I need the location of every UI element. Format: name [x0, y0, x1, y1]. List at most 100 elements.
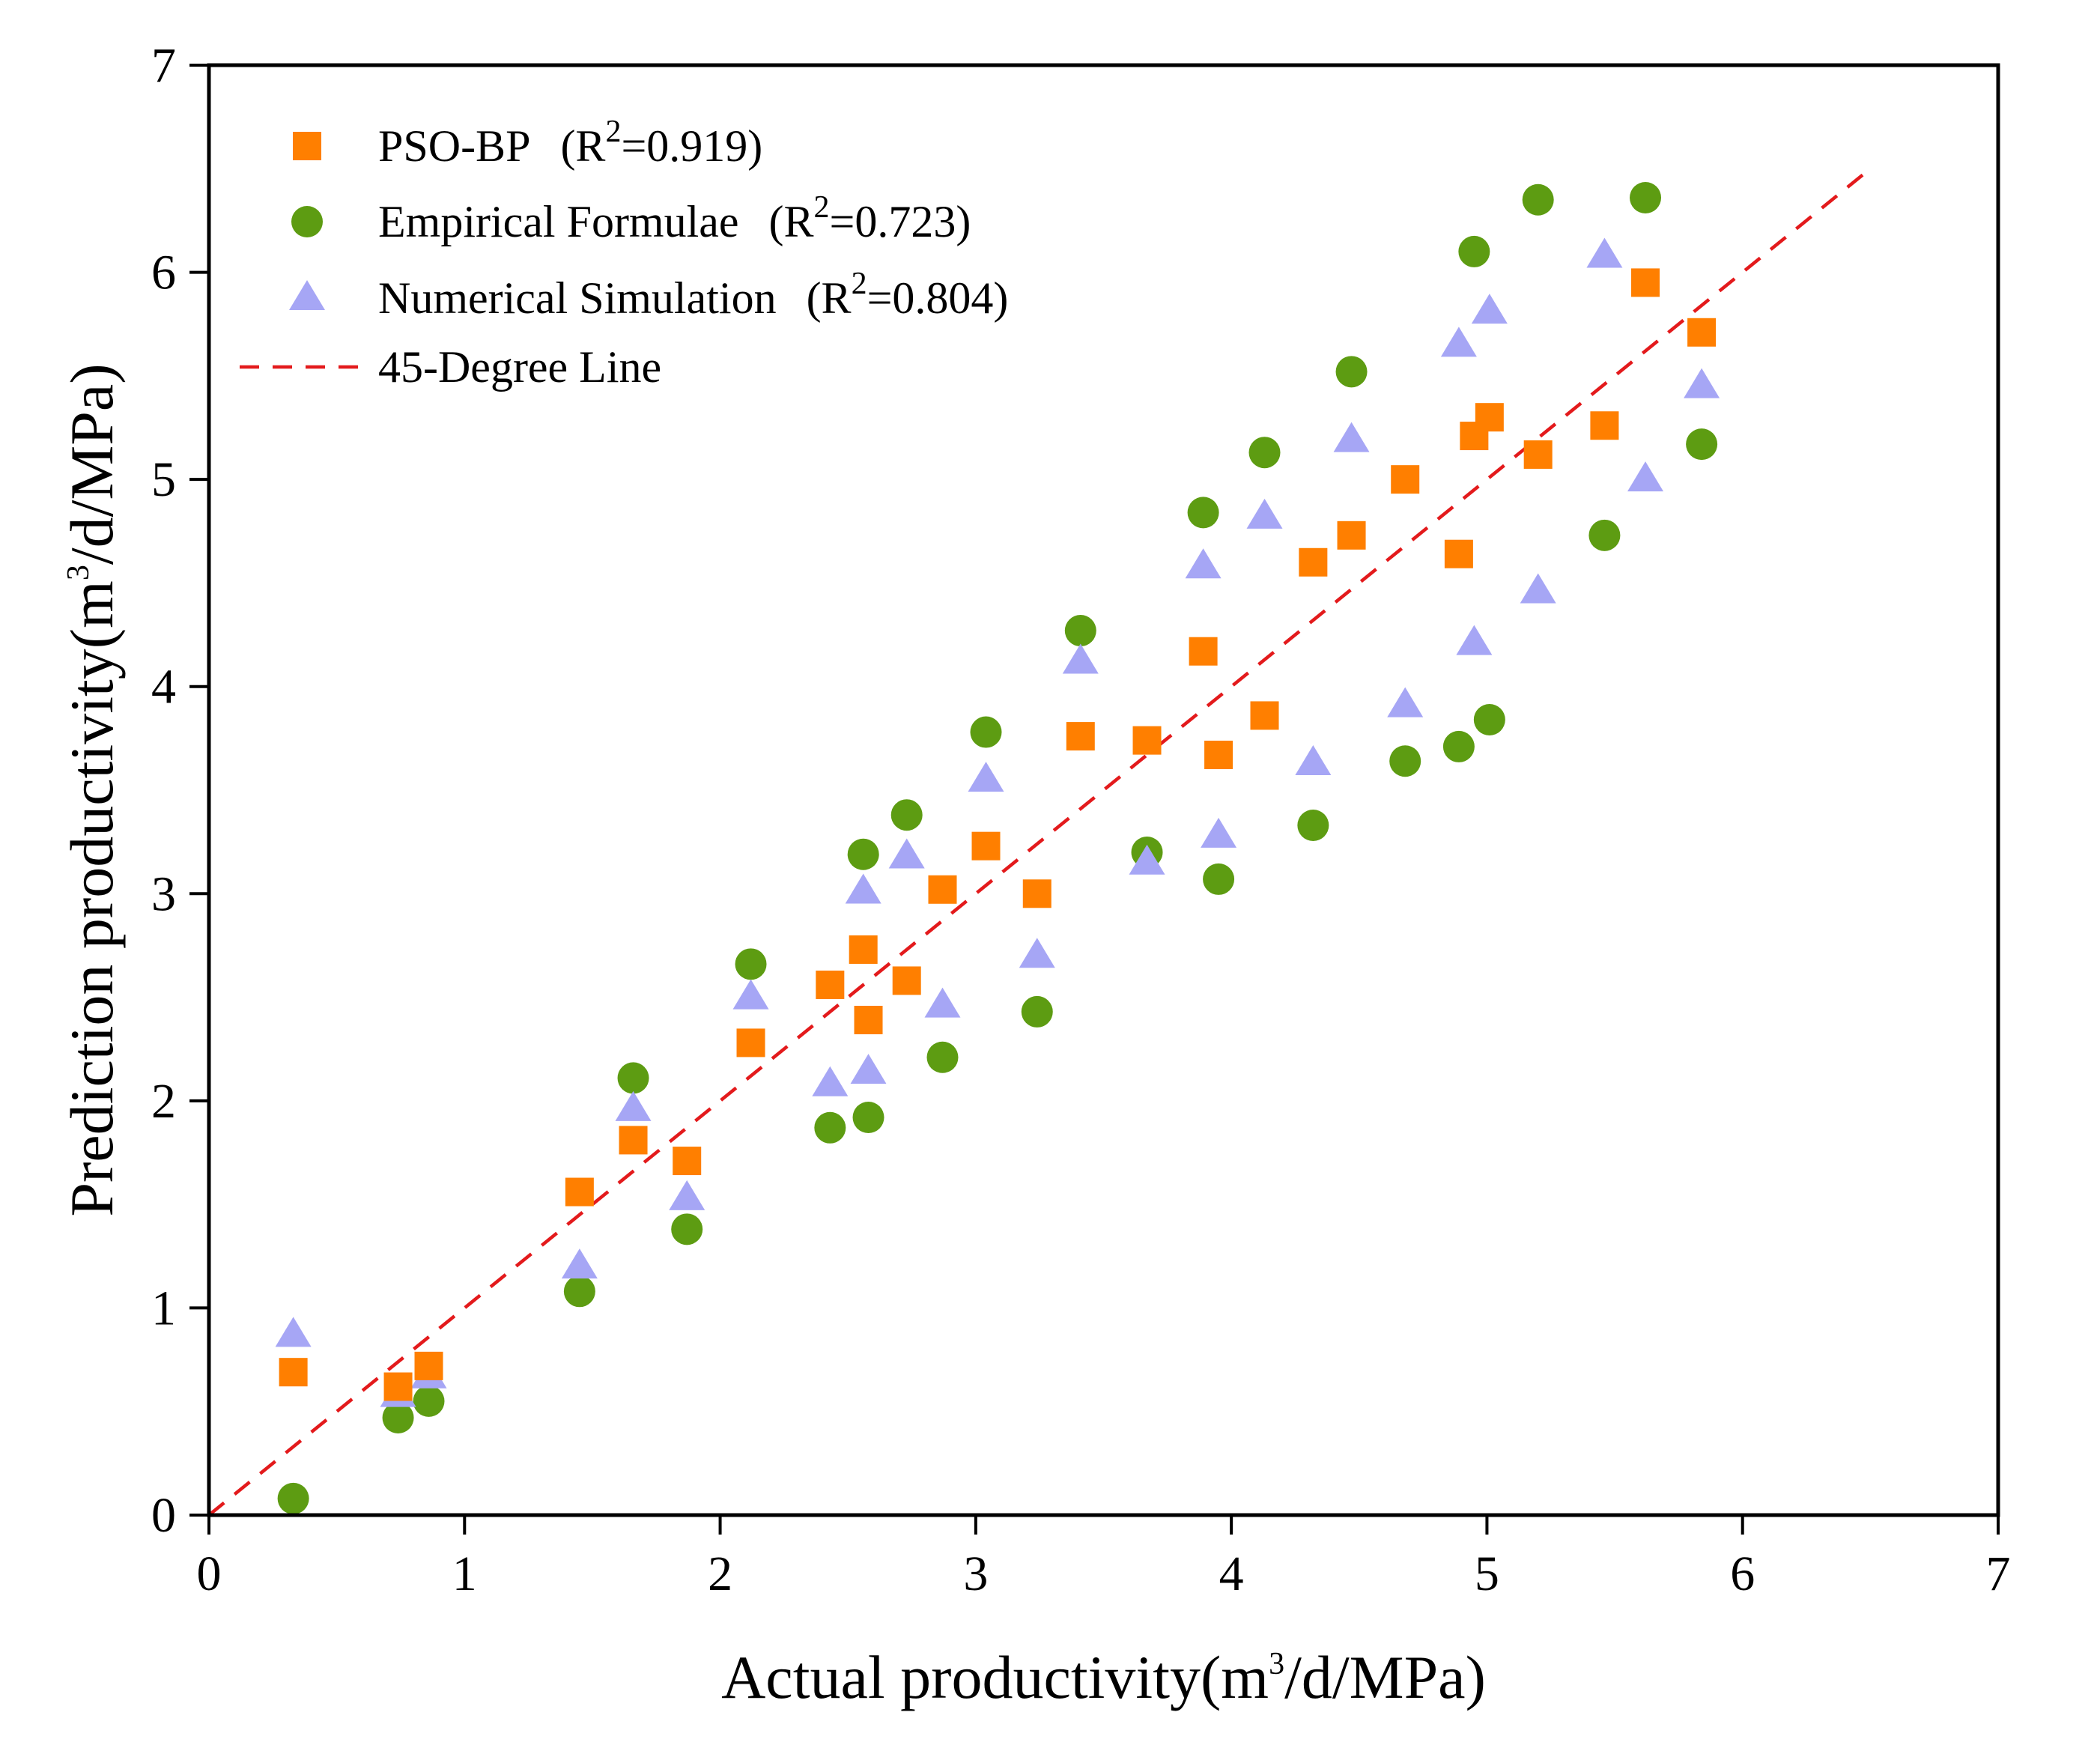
data-point: [1189, 637, 1218, 666]
data-point: [413, 1385, 445, 1417]
data-point: [1185, 548, 1222, 579]
data-point: [1456, 625, 1493, 655]
data-point: [1687, 318, 1717, 347]
data-point: [673, 1147, 702, 1176]
data-point: [1387, 687, 1424, 717]
data-point: [671, 1213, 703, 1245]
data-point: [1588, 519, 1621, 551]
data-point: [1019, 938, 1055, 968]
data-point: [732, 979, 769, 1010]
data-point: [1201, 817, 1237, 848]
y-axis-title: Prediction productivity(m3/d/MPa): [58, 363, 126, 1216]
legend-label-45-degree-line: 45-Degree Line: [378, 342, 661, 392]
data-point: [1684, 368, 1720, 398]
reference-line-45-degree: [207, 167, 1872, 1517]
legend-marker-numerical-simulation: [289, 280, 325, 310]
legend-label-empirical-formulae: Empirical Formulae (R2=0.723): [378, 190, 971, 246]
data-point: [1021, 995, 1053, 1028]
data-point: [1471, 294, 1508, 324]
y-tick-label: 7: [151, 38, 176, 93]
data-point: [615, 1090, 652, 1121]
x-tick-label: 3: [963, 1547, 988, 1601]
data-point: [1520, 573, 1556, 604]
data-point: [890, 799, 923, 831]
data-point: [1631, 268, 1660, 297]
data-point: [928, 875, 957, 904]
data-point: [852, 1101, 884, 1133]
data-point: [1246, 498, 1283, 529]
x-tick-label: 6: [1730, 1547, 1755, 1601]
data-point: [736, 1028, 765, 1057]
y-axis: 0 1 2 3 4 5 6 7: [151, 38, 209, 1543]
data-point: [847, 838, 879, 870]
data-point: [926, 1041, 959, 1073]
y-tick-label: 3: [151, 867, 176, 921]
legend: PSO-BP (R2=0.919) Empirical Formulae (R2=0…: [240, 115, 1008, 392]
data-point: [382, 1402, 414, 1434]
data-point: [892, 966, 921, 995]
data-point: [845, 873, 881, 904]
data-point: [1391, 465, 1420, 494]
data-point: [1444, 539, 1473, 568]
data-point: [1686, 428, 1718, 461]
plot-area: [207, 167, 1872, 1517]
series-pso-bp: [279, 268, 1717, 1401]
data-point: [735, 948, 767, 980]
data-point: [1132, 726, 1162, 755]
legend-marker-pso-bp: [293, 132, 321, 160]
data-point: [617, 1062, 649, 1094]
y-tick-label: 6: [151, 246, 176, 300]
plot-frame: [207, 63, 2000, 1517]
data-point: [888, 838, 925, 869]
data-point: [1440, 327, 1477, 357]
data-point: [565, 1177, 594, 1207]
series-empirical-formulae: [277, 182, 1718, 1514]
data-point: [1630, 182, 1662, 214]
data-point: [619, 1126, 648, 1155]
x-tick-label: 5: [1475, 1547, 1499, 1601]
y-tick-label: 5: [151, 452, 176, 507]
data-point: [275, 1317, 312, 1347]
data-point: [814, 1111, 846, 1144]
data-point: [1203, 863, 1235, 895]
data-point: [414, 1351, 443, 1380]
data-point: [1473, 703, 1505, 735]
data-point: [1627, 461, 1664, 492]
data-point: [1250, 701, 1279, 730]
data-point: [1475, 403, 1504, 432]
x-tick-label: 1: [452, 1547, 477, 1601]
data-point: [1337, 521, 1366, 550]
data-point: [1204, 740, 1233, 769]
data-point: [1458, 235, 1490, 267]
x-axis-title: Actual productivity(m3/d/MPa): [721, 1643, 1486, 1711]
y-tick-label: 4: [151, 660, 176, 714]
data-point: [1297, 810, 1329, 842]
data-point: [1333, 422, 1370, 452]
data-point: [924, 987, 961, 1018]
data-point: [1586, 237, 1623, 268]
data-point: [1129, 844, 1165, 875]
data-point: [1187, 497, 1219, 529]
data-point: [1522, 183, 1554, 216]
data-point: [1299, 547, 1328, 577]
y-tick-label: 1: [151, 1281, 176, 1335]
data-point: [816, 970, 845, 999]
x-tick-label: 0: [197, 1547, 222, 1601]
data-point: [1523, 440, 1553, 469]
data-point: [563, 1275, 595, 1308]
data-point: [1062, 643, 1099, 674]
data-point: [849, 935, 878, 964]
data-point: [277, 1482, 309, 1514]
legend-marker-empirical-formulae: [291, 206, 323, 237]
data-point: [561, 1248, 598, 1279]
x-tick-label: 4: [1219, 1547, 1244, 1601]
data-point: [1064, 615, 1096, 647]
data-point: [850, 1054, 887, 1084]
data-point: [1295, 745, 1332, 776]
data-point: [968, 762, 1004, 792]
data-point: [279, 1358, 308, 1387]
data-point: [1389, 745, 1421, 777]
data-point: [1590, 411, 1619, 440]
